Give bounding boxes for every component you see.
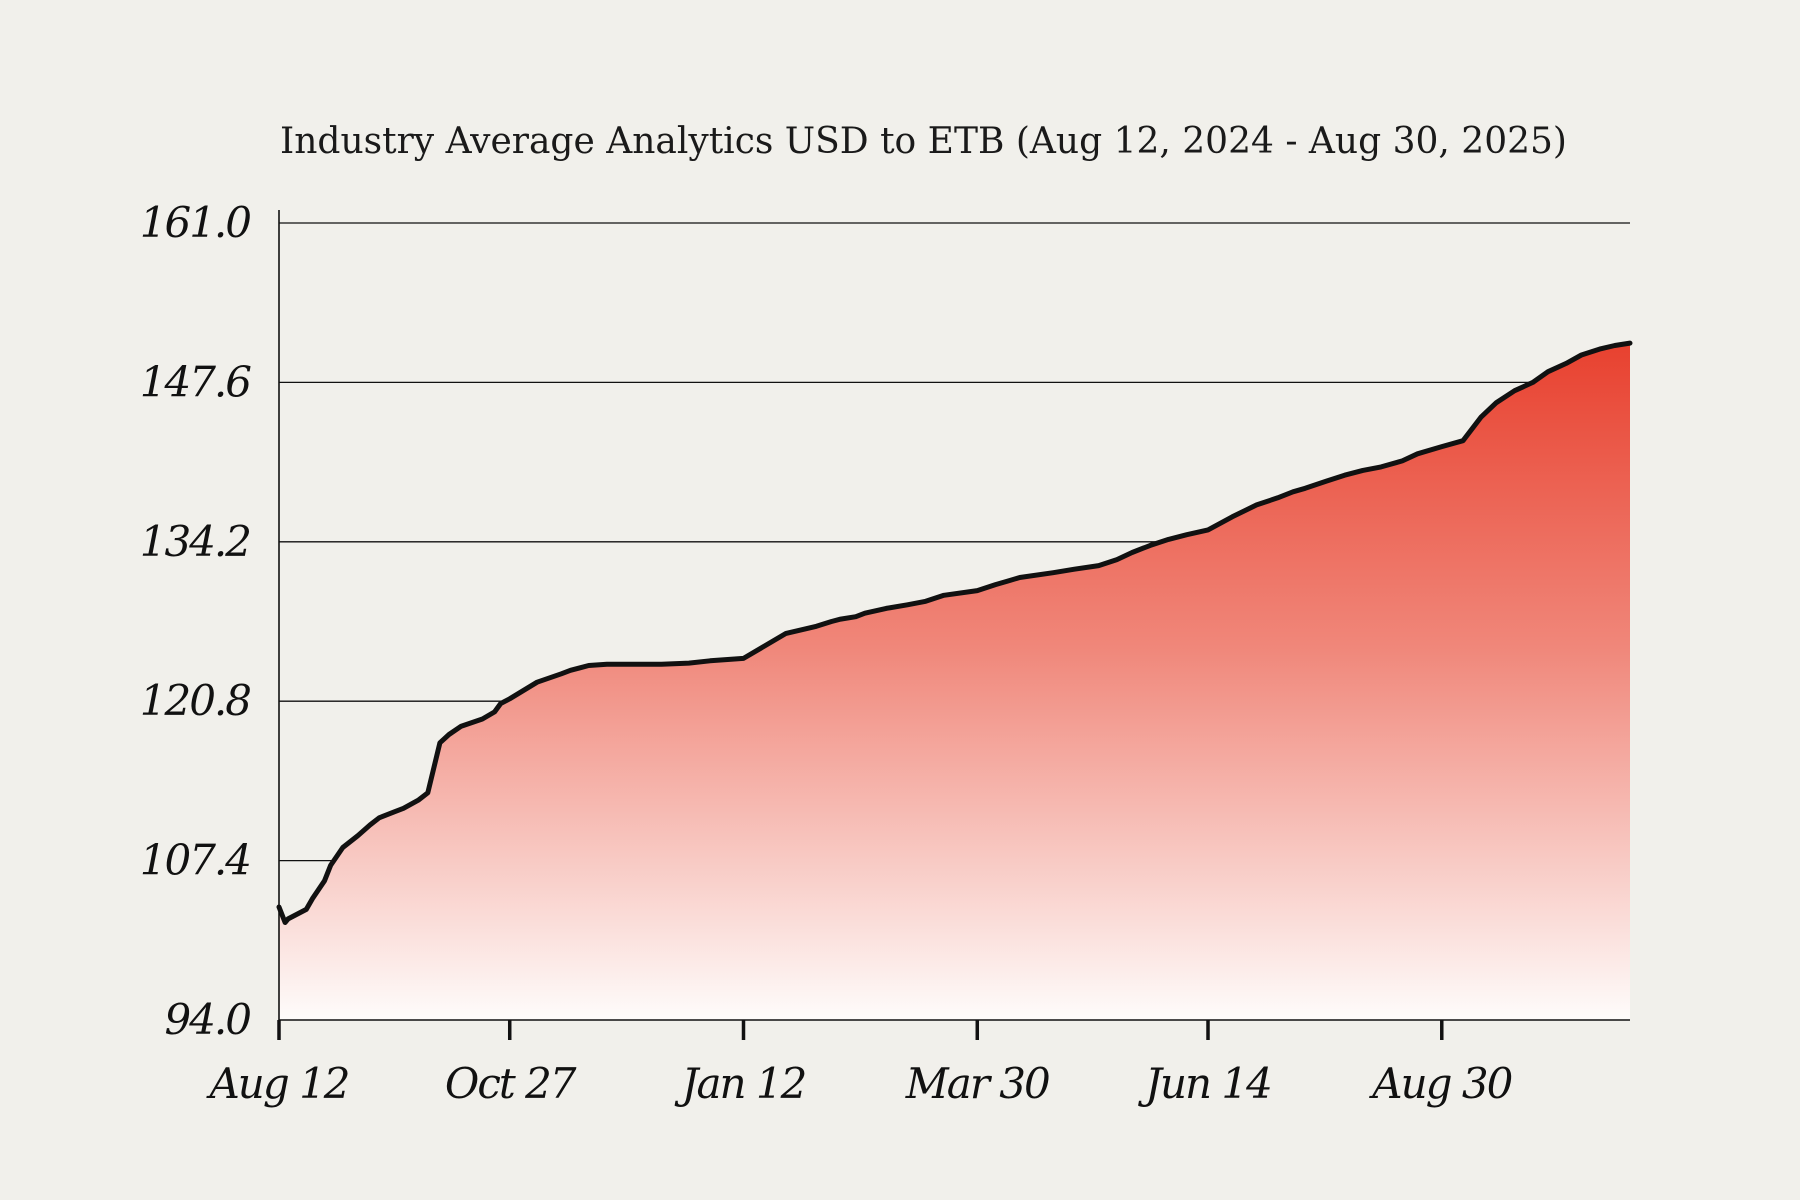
x-tick-label: Aug 12 bbox=[205, 1059, 348, 1108]
x-tick-label: Aug 30 bbox=[1368, 1059, 1512, 1108]
series-line bbox=[276, 340, 1633, 925]
x-tick-label: Jan 12 bbox=[674, 1059, 806, 1108]
area-layer bbox=[276, 340, 1633, 1021]
y-tick-label: 94.0 bbox=[164, 995, 251, 1044]
y-tick-labels: 94.0 107.4 120.8 134.2 147.6 161.0 bbox=[140, 198, 254, 1044]
x-tick-label: Oct 27 bbox=[445, 1059, 577, 1108]
y-tick-label: 161.0 bbox=[140, 198, 252, 247]
x-tick-label: Jun 14 bbox=[1137, 1059, 1271, 1108]
chart-title: Industry Average Analytics USD to ETB (A… bbox=[280, 121, 1567, 162]
y-tick-label: 147.6 bbox=[140, 357, 252, 406]
axes bbox=[277, 210, 1630, 1040]
area-fill bbox=[279, 343, 1630, 1021]
y-tick-label: 134.2 bbox=[140, 517, 251, 566]
y-tick-label: 120.8 bbox=[140, 676, 252, 725]
x-tick-label: Mar 30 bbox=[905, 1059, 1050, 1108]
x-tick-labels: Aug 12 Oct 27 Jan 12 Mar 30 Jun 14 Aug 30 bbox=[205, 1059, 1514, 1108]
y-tick-label: 107.4 bbox=[140, 836, 250, 885]
